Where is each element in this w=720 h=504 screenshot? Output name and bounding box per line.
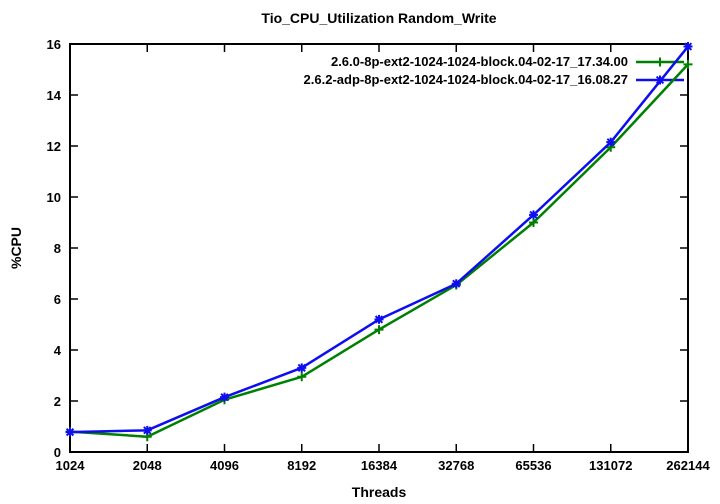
x-tick-label: 131072 — [589, 458, 632, 473]
data-point-marker — [220, 392, 229, 402]
x-axis-label: Threads — [351, 484, 407, 500]
data-point-marker — [529, 218, 538, 227]
data-point-marker — [142, 425, 152, 435]
plot-border — [69, 43, 689, 453]
y-tick-label: 4 — [54, 343, 62, 358]
data-point-marker — [451, 279, 461, 289]
legend-marker-plus — [655, 57, 665, 67]
legend-label: 2.6.0-8p-ext2-1024-1024-block.04-02-17_1… — [331, 54, 628, 69]
series-line — [69, 63, 689, 438]
data-point-marker — [529, 210, 538, 220]
y-tick-label: 16 — [47, 37, 61, 52]
data-point-marker — [374, 314, 384, 324]
y-axis-label: %CPU — [8, 226, 24, 270]
y-tick-label: 10 — [47, 190, 61, 205]
y-tick-label: 8 — [54, 241, 61, 256]
chart-title: Tio_CPU_Utilization Random_Write — [261, 10, 497, 26]
x-tick-label: 4096 — [210, 458, 239, 473]
x-tick-label: 2048 — [133, 458, 162, 473]
y-tick-label: 12 — [47, 139, 61, 154]
legend-label: 2.6.2-adp-8p-ext2-1024-1024-block.04-02-… — [304, 72, 628, 87]
x-tick-label: 1024 — [56, 458, 86, 473]
data-point-marker — [65, 427, 75, 437]
x-tick-label: 262144 — [666, 458, 710, 473]
y-tick-label: 0 — [54, 445, 61, 460]
data-point-marker — [297, 363, 307, 373]
data-point-marker — [683, 59, 693, 69]
x-tick-label: 32768 — [438, 458, 474, 473]
data-point-marker — [606, 137, 616, 147]
x-tick-label: 16384 — [361, 458, 398, 473]
x-tick-label: 8192 — [287, 458, 316, 473]
y-tick-label: 6 — [54, 292, 61, 307]
series-line — [69, 45, 689, 434]
data-point-marker — [683, 42, 693, 52]
x-tick-label: 65536 — [515, 458, 551, 473]
y-tick-label: 14 — [47, 88, 62, 103]
data-point-marker — [374, 325, 384, 335]
data-point-marker — [297, 372, 307, 382]
y-tick-label: 2 — [54, 394, 61, 409]
